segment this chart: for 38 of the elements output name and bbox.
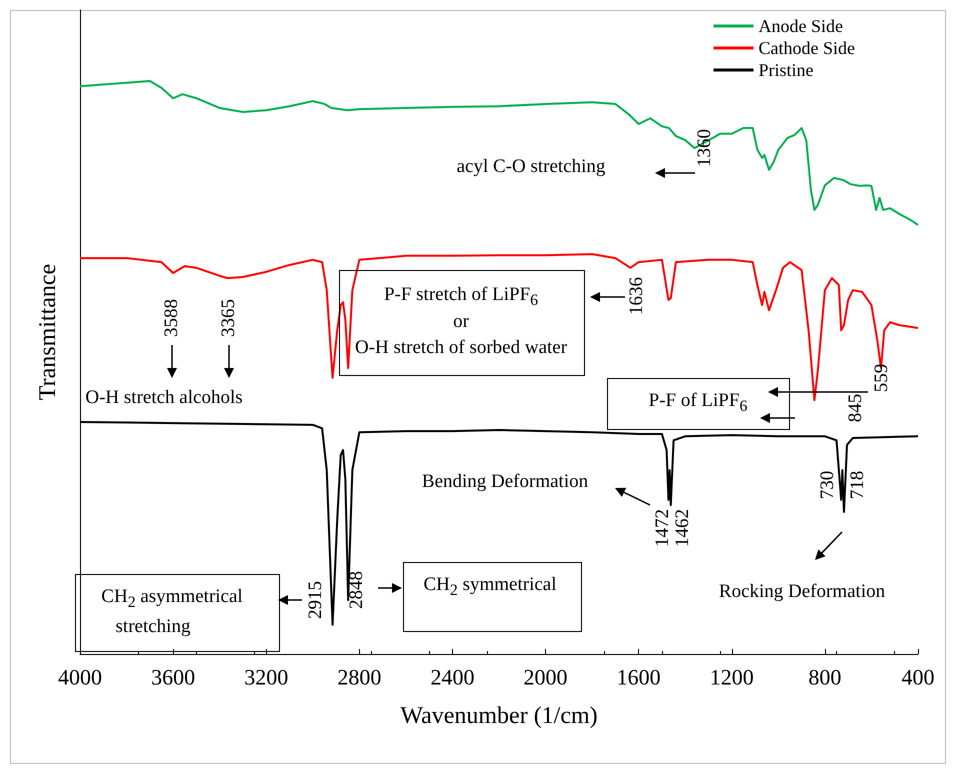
legend-label: Pristine (758, 60, 814, 80)
x-axis-title: Wavenumber (1/cm) (400, 703, 598, 729)
annotation: O-H stretch of sorbed water (354, 337, 568, 359)
x-tick-label: 400 (902, 664, 934, 690)
annotation: 718 (847, 470, 869, 500)
annotation: CH$_{2}$ asymmetrical (101, 586, 243, 613)
x-tick-label: 3200 (244, 664, 288, 690)
annotation: 2848 (346, 571, 368, 609)
annotation: 1462 (672, 509, 694, 547)
annotation: Rocking Deformation (718, 581, 886, 603)
legend-label: Cathode Side (758, 38, 856, 58)
annotation: 845 (845, 394, 867, 422)
annotation: 1360 (694, 129, 716, 167)
annotation: 2915 (305, 581, 327, 619)
annotation: acyl C-O stretching (456, 156, 606, 178)
x-tick-label: 1600 (616, 664, 661, 690)
x-tick-label: 3600 (151, 664, 196, 690)
annotation: stretching (116, 616, 190, 638)
annotation: or (453, 311, 469, 333)
annotation: 730 (817, 470, 839, 500)
x-tick-label: 2000 (524, 664, 568, 690)
y-axis-title: Transmittance (35, 264, 61, 400)
annotation: 3588 (161, 299, 183, 337)
annotation: Bending Deformation (422, 471, 588, 493)
annotation: P-F stretch of LiPF$_{6}$ (384, 284, 538, 311)
x-tick-label: 800 (808, 664, 842, 690)
annotation: P-F of LiPF$_{6}$ (648, 390, 748, 417)
x-tick-label: 2400 (430, 664, 474, 690)
annotation: 1472 (652, 509, 674, 547)
x-tick-label: 2800 (337, 664, 382, 690)
annotation: O-H stretch alcohols (85, 387, 243, 409)
annotation: 559 (871, 364, 893, 392)
annotation: CH$_{2}$ symmetrical (424, 574, 556, 601)
x-tick-label: 4000 (58, 664, 102, 690)
annotation: 3365 (218, 299, 240, 337)
annotation: 1636 (626, 277, 648, 315)
legend-label: Anode Side (758, 16, 844, 36)
x-tick-label: 1200 (710, 664, 754, 690)
